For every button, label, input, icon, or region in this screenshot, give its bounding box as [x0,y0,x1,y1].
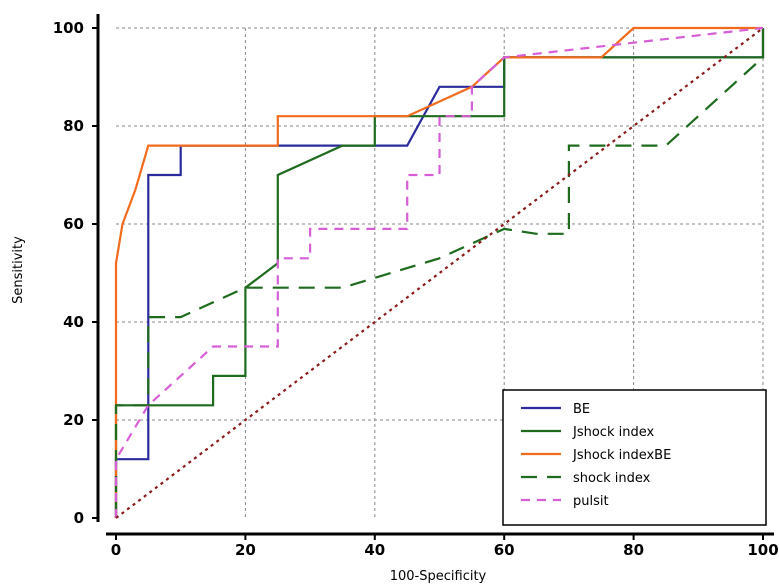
legend-label: Jshock index [572,425,654,440]
y-tick-label: 60 [63,215,84,233]
legend-box [502,389,767,526]
series-line-pulsit [114,26,764,518]
legend-label: shock index [573,471,651,486]
reference-diagonal-line [115,27,764,519]
x-tick-label: 40 [364,541,385,559]
legend-label: Jshock indexBE [572,448,671,463]
x-tick-label: 20 [235,541,256,559]
series-line-jshock-indexbe [114,26,763,518]
y-tick-label: 100 [53,19,84,37]
series-line-shock-index [114,56,764,518]
y-tick-label: 0 [74,509,84,527]
series-layer [114,26,765,519]
tick-labels: 0 20 40 60 80 100 0 20 40 60 80 100 [53,19,779,559]
x-axis-label: 100-Specificity [390,569,487,584]
legend: BE Jshock index Jshock indexBE shock index p… [502,389,767,526]
x-tick-label: 100 [747,541,778,559]
y-axis-label: Sensitivity [11,236,26,304]
y-tick-label: 20 [63,411,84,429]
legend-label: pulsit [573,494,609,509]
legend-label: BE [573,402,590,417]
x-tick-label: 0 [111,541,121,559]
y-tick-label: 40 [63,313,84,331]
x-tick-label: 80 [623,541,644,559]
x-tick-label: 60 [494,541,515,559]
axes [92,14,774,540]
y-tick-label: 80 [63,117,84,135]
series-line-jshock-index [114,28,765,518]
